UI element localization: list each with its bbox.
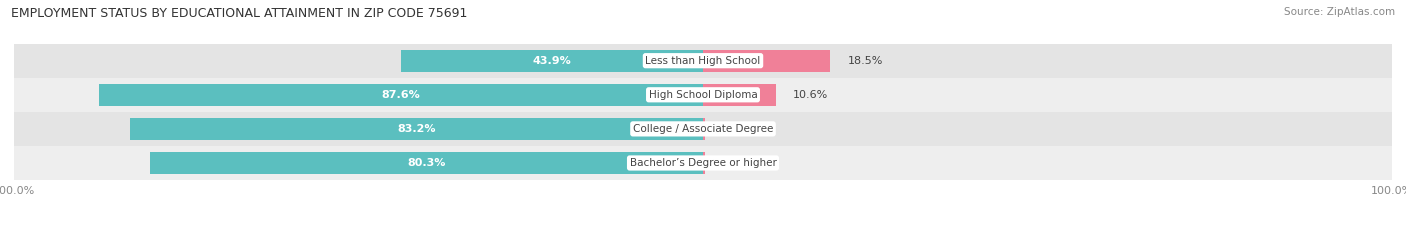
Text: Bachelor’s Degree or higher: Bachelor’s Degree or higher (630, 158, 776, 168)
Text: Less than High School: Less than High School (645, 56, 761, 66)
Bar (14, 44, 1392, 78)
Text: 0.0%: 0.0% (717, 158, 745, 168)
Text: 0.0%: 0.0% (717, 124, 745, 134)
Text: EMPLOYMENT STATUS BY EDUCATIONAL ATTAINMENT IN ZIP CODE 75691: EMPLOYMENT STATUS BY EDUCATIONAL ATTAINM… (11, 7, 468, 20)
Bar (703, 50, 831, 72)
Text: 80.3%: 80.3% (408, 158, 446, 168)
Text: High School Diploma: High School Diploma (648, 90, 758, 100)
Text: 87.6%: 87.6% (382, 90, 420, 100)
Bar (401, 50, 703, 72)
Text: Source: ZipAtlas.com: Source: ZipAtlas.com (1284, 7, 1395, 17)
Bar (14, 146, 1392, 180)
Bar (703, 118, 704, 140)
Text: 43.9%: 43.9% (533, 56, 571, 66)
Bar (14, 112, 1392, 146)
Text: 10.6%: 10.6% (793, 90, 828, 100)
Bar (100, 84, 703, 106)
Text: College / Associate Degree: College / Associate Degree (633, 124, 773, 134)
Bar (150, 152, 703, 174)
Bar (703, 152, 704, 174)
Text: 18.5%: 18.5% (848, 56, 883, 66)
Text: 83.2%: 83.2% (396, 124, 436, 134)
Bar (129, 118, 703, 140)
Bar (703, 84, 776, 106)
Legend: In Labor Force, Unemployed: In Labor Force, Unemployed (593, 230, 813, 233)
Bar (14, 78, 1392, 112)
